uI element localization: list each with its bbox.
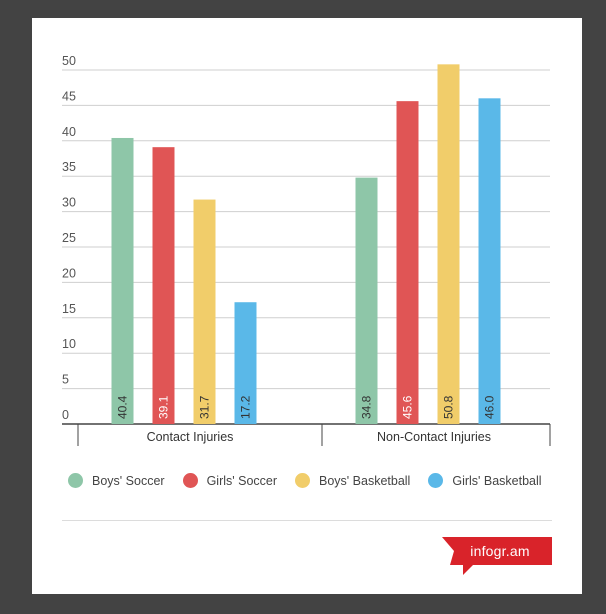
bar-value-label: 45.6 [401,395,415,419]
chart-card: 0 5 10 15 20 25 30 35 40 45 50 40.4 39.1 31.7 17.2 Cont… [32,18,582,594]
y-tick-label: 35 [62,160,76,174]
chart-legend: Boys' Soccer Girls' Soccer Boys' Basketbal… [68,473,542,488]
bar [437,64,460,424]
y-tick-label: 0 [62,408,69,422]
legend-swatch [68,473,83,488]
bar-value-label: 34.8 [360,395,374,419]
y-tick-label: 10 [62,337,76,351]
bar-value-label: 39.1 [157,395,171,419]
legend-label: Girls' Soccer [206,473,278,488]
y-tick-label: 45 [62,89,76,103]
legend-swatch [428,473,444,488]
bar [234,302,257,424]
legend-item[interactable]: Girls' Soccer [182,473,278,488]
y-tick-label: 20 [62,266,76,280]
legend-label: Boys' Basketball [319,473,411,488]
bar [478,98,501,424]
logo-badge-shape [442,537,552,575]
y-tick-label: 50 [62,54,76,68]
infogram-logo[interactable]: infogr.am [442,537,552,575]
bar-value-label: 31.7 [198,395,212,419]
logo-text: infogr.am [470,543,530,559]
bar [111,137,134,424]
y-tick-label: 25 [62,231,76,245]
bar-value-label: 50.8 [442,395,456,419]
bar-value-label: 17.2 [239,395,253,419]
legend-label: Boys' Soccer [92,473,165,488]
bar-value-label: 46.0 [483,395,497,419]
bar-value-label: 40.4 [116,395,130,419]
legend-label: Girls' Basketball [452,473,542,488]
legend-item[interactable]: Boys' Soccer [68,473,165,488]
legend-item[interactable]: Boys' Basketball [295,473,410,488]
y-tick-label: 5 [62,373,69,387]
legend-item[interactable]: Girls' Basketball [428,473,542,488]
x-category-label: Contact Injuries [147,430,234,444]
footer-divider [62,520,552,521]
bar [152,147,175,424]
y-tick-label: 15 [62,302,76,316]
bar [193,199,216,424]
y-tick-label: 30 [62,196,76,210]
legend-swatch [182,473,198,488]
bar [355,177,378,424]
bar-chart: 0 5 10 15 20 25 30 35 40 45 50 40.4 39.1 31.7 17.2 Cont… [62,54,551,446]
legend-swatch [295,473,311,488]
y-tick-label: 40 [62,125,76,139]
bar [396,101,419,424]
x-category-label: Non-Contact Injuries [377,430,491,444]
